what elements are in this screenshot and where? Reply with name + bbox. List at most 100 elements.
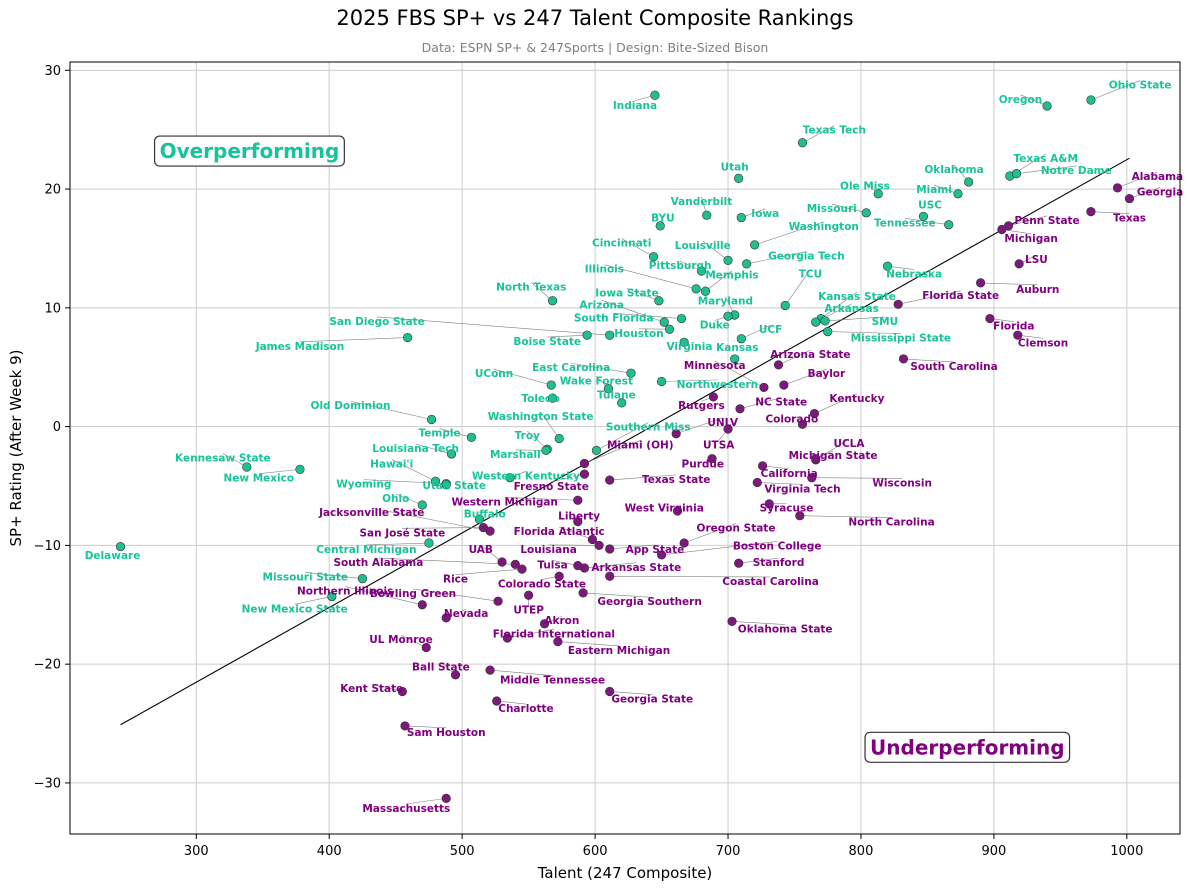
data-point [430, 476, 441, 486]
label-layer: Indiana Oregon Ohio State Texas Tech Utah Tex… [85, 80, 1183, 815]
data-point [730, 354, 740, 364]
leader-line [738, 557, 779, 564]
point-label: Pittsburgh [649, 260, 712, 272]
data-point [603, 384, 613, 394]
leader-line [366, 542, 429, 546]
point-label: Syracuse [760, 502, 814, 514]
data-point [594, 540, 604, 550]
leader-line [584, 562, 637, 569]
point-label: Purdue [682, 458, 724, 470]
data-point [659, 317, 669, 327]
data-point [327, 591, 337, 602]
point-label: Jacksonville State [318, 507, 424, 519]
data-point [773, 360, 784, 370]
point-label: Southern Miss [606, 422, 691, 434]
leader-line [705, 270, 733, 292]
point-label: Texas A&M [1014, 153, 1078, 165]
data-point [671, 429, 681, 439]
data-point [1124, 193, 1135, 204]
leader-line [571, 362, 632, 374]
point-label: Arkansas [824, 303, 878, 315]
data-point [723, 255, 733, 265]
leader-line [412, 588, 499, 602]
data-point [708, 392, 719, 402]
leader-line [557, 641, 620, 647]
leader-line [980, 282, 1038, 286]
x-tick-label: 800 [849, 844, 874, 859]
data-point [759, 382, 769, 393]
leader-line [609, 474, 677, 481]
data-point [505, 473, 515, 483]
x-tick-label: 1000 [1110, 844, 1143, 859]
point-label: Northwestern [677, 379, 759, 391]
point-label: Hawai'i [370, 458, 413, 470]
data-point [554, 571, 564, 581]
point-label: Notre Dame [1041, 165, 1112, 177]
point-label: Wyoming [336, 479, 391, 491]
leader-line [714, 360, 765, 388]
data-point [441, 793, 451, 803]
data-point [1011, 169, 1022, 179]
leader-line [827, 331, 901, 334]
leader-line [415, 443, 452, 455]
data-point [115, 541, 126, 552]
point-label: Minnesota [684, 360, 746, 372]
point-label: Rice [443, 574, 468, 586]
point-label: Louisiana Tech [372, 443, 459, 455]
data-point [882, 261, 893, 271]
x-tick-label: 500 [450, 844, 475, 859]
leader-line [371, 683, 403, 692]
data-point [578, 588, 588, 598]
annotation-box [153, 135, 345, 167]
point-label: Georgia State [611, 694, 693, 706]
leader-line [609, 691, 653, 695]
point-label: Louisville [675, 240, 731, 252]
leader-line [601, 300, 665, 323]
point-label: UTEP [513, 605, 544, 617]
point-label: Massachusetts [362, 803, 450, 815]
point-label: Florida International [493, 628, 615, 640]
point-label: Toledo [521, 393, 559, 405]
leader-line [661, 541, 778, 556]
point-label: Texas [1113, 213, 1146, 225]
leader-line [609, 544, 655, 550]
data-point [1042, 101, 1052, 111]
data-point [579, 563, 590, 573]
point-label: Florida Atlantic [514, 526, 605, 538]
point-label: New Mexico State [242, 603, 348, 615]
point-label: Eastern Michigan [568, 645, 670, 657]
point-label: Delaware [85, 550, 141, 562]
data-point [541, 445, 551, 455]
point-label: Stanford [753, 557, 805, 569]
y-tick-label: 20 [44, 183, 61, 198]
point-label: Colorado State [498, 578, 586, 590]
leader-line [378, 557, 516, 565]
data-point [605, 544, 615, 554]
point-label: San Diego State [329, 316, 424, 328]
data-point [446, 449, 457, 459]
point-label: USC [918, 200, 942, 212]
point-label: Charlotte [498, 703, 553, 715]
point-label: Central Michigan [316, 544, 416, 556]
data-point [734, 558, 744, 568]
leader-line [802, 125, 835, 144]
data-point [664, 324, 675, 334]
data-point [582, 330, 592, 340]
data-point [421, 642, 431, 653]
point-label: Alabama [1132, 171, 1183, 183]
data-point [1086, 95, 1096, 105]
data-point [654, 296, 664, 306]
data-point [742, 259, 752, 269]
point-label: UCF [759, 324, 782, 336]
leader-line [584, 440, 641, 464]
data-point [554, 433, 564, 444]
point-label: Tennessee [874, 217, 936, 229]
leader-line [345, 586, 423, 606]
data-point [1112, 183, 1123, 193]
point-label: Liberty [558, 511, 600, 523]
point-label: Oklahoma [924, 164, 983, 176]
leader-line [684, 523, 737, 544]
data-point [797, 138, 808, 148]
point-label: Oregon [999, 94, 1042, 106]
annotation-label: Overperforming [160, 139, 340, 163]
